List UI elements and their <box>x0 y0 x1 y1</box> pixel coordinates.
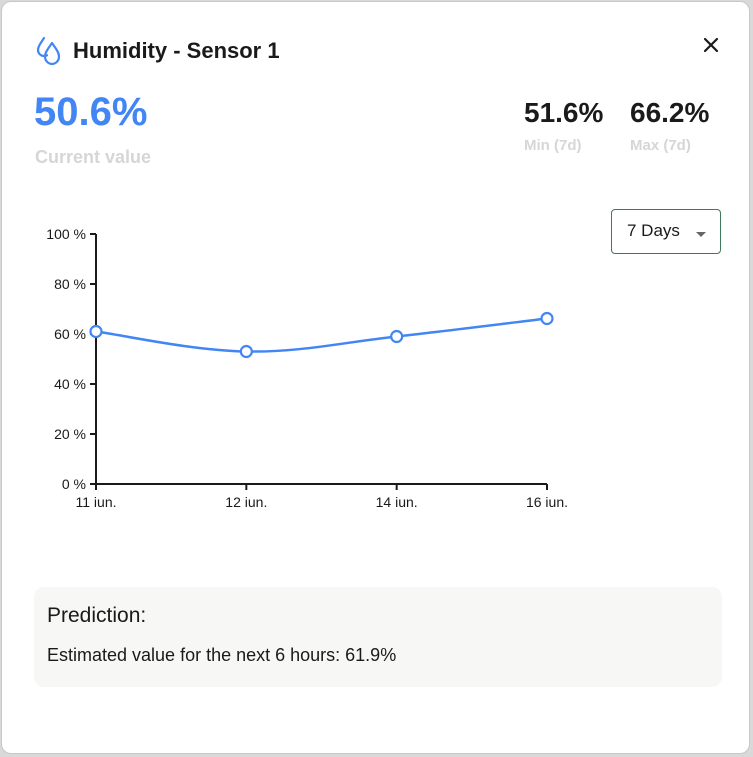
stat-max: 66.2% Max (7d) <box>630 97 709 154</box>
y-tick-label: 40 % <box>54 376 86 392</box>
data-point[interactable] <box>390 329 404 344</box>
time-range-selected: 7 Days <box>627 221 680 240</box>
y-tick-label: 0 % <box>62 476 86 492</box>
series-line <box>95 317 548 353</box>
water-drops-icon <box>36 36 61 66</box>
close-icon <box>703 37 719 53</box>
stat-max-value: 66.2% <box>630 97 710 128</box>
x-axis: 11 iun. 12 iun. 14 iun. 16 iun. <box>76 483 568 510</box>
y-axis: 0 % 20 % 40 % 60 % 80 % 100 % <box>46 226 97 492</box>
humidity-chart: 0 %20 %40 %60 %80 %100 % 11 iun. 12 iun. 1… <box>46 226 568 510</box>
data-point[interactable] <box>89 324 103 339</box>
y-tick-label: 100 % <box>46 226 86 242</box>
close-button[interactable] <box>698 32 724 58</box>
x-tick-label: 12 iun. <box>225 494 267 510</box>
chart-series <box>89 311 554 359</box>
y-tick-label: 20 % <box>54 426 86 442</box>
x-tick-label: 14 iun. <box>376 494 418 510</box>
stat-min-value: 51.6% <box>524 97 604 128</box>
y-tick-label: 80 % <box>54 276 86 292</box>
current-value: 50.6% <box>34 90 148 134</box>
stat-min-label: Min (7d) <box>524 137 582 154</box>
prediction-text: Estimated value for the next 6 hours: 61… <box>47 645 397 665</box>
x-tick-label: 11 iun. <box>76 494 117 510</box>
chevron-down-icon <box>696 232 706 237</box>
prediction-panel: Prediction: Estimated value for the next… <box>34 587 722 687</box>
stat-min: 51.6% Min (7d) <box>524 97 603 154</box>
dialog-header: Humidity - Sensor 1 <box>35 36 280 66</box>
prediction-title: Prediction: <box>47 604 147 627</box>
x-tick-label: 16 iun. <box>526 494 568 510</box>
current-value-label: Current value <box>35 147 152 167</box>
stat-max-label: Max (7d) <box>630 137 691 154</box>
time-range-select[interactable]: 7 Days <box>611 209 721 254</box>
data-point[interactable] <box>540 311 554 326</box>
dialog-title: Humidity - Sensor 1 <box>73 38 280 63</box>
y-tick-label: 60 % <box>54 326 86 342</box>
data-point[interactable] <box>239 344 253 359</box>
